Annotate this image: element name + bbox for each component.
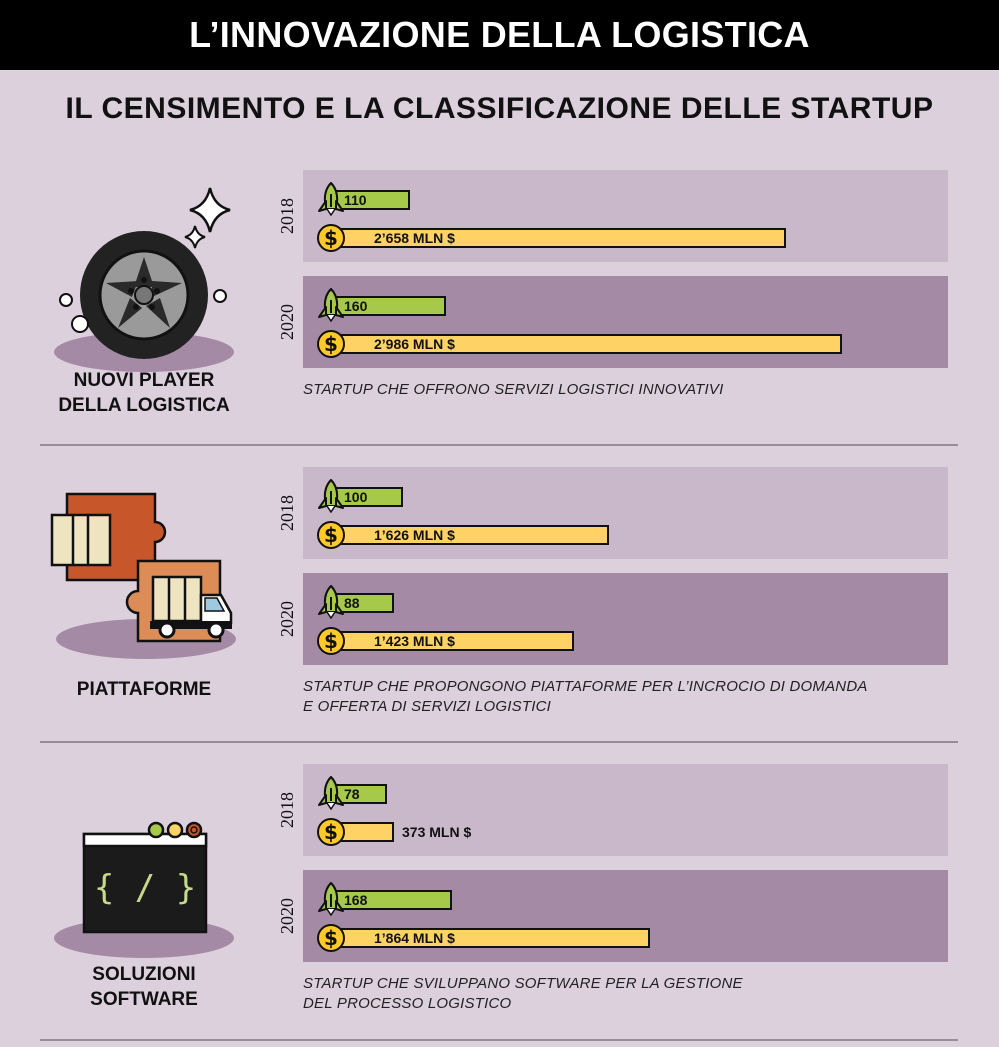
dollar-coin-icon: $ bbox=[316, 223, 346, 253]
description-line: STARTUP CHE PROPONGONO PIATTAFORME PER L… bbox=[303, 677, 868, 697]
funding-value-label: 1’423 MLN $ bbox=[374, 633, 455, 649]
category-section: NUOVI PLAYER DELLA LOGISTICA 2018 110 2’658… bbox=[0, 170, 999, 450]
year-label: 2020 bbox=[277, 297, 297, 347]
section-divider bbox=[40, 741, 958, 743]
svg-text:$: $ bbox=[324, 226, 338, 250]
section-divider bbox=[40, 1039, 958, 1041]
year-label: 2018 bbox=[277, 191, 297, 241]
rocket-icon bbox=[316, 585, 346, 619]
dollar-coin-icon: $ bbox=[316, 520, 346, 550]
category-description: STARTUP CHE PROPONGONO PIATTAFORME PER L… bbox=[303, 677, 868, 717]
svg-text:$: $ bbox=[324, 332, 338, 356]
description-line: DEL PROCESSO LOGISTICO bbox=[303, 994, 743, 1014]
chart-subtitle: IL CENSIMENTO E LA CLASSIFICAZIONE DELLE… bbox=[0, 92, 999, 126]
svg-text:$: $ bbox=[324, 523, 338, 547]
category-illustration bbox=[40, 477, 255, 677]
startups-value-label: 78 bbox=[344, 786, 360, 802]
puzzle-truck-icon bbox=[40, 477, 255, 677]
category-label-line: NUOVI PLAYER bbox=[44, 368, 244, 393]
year-panel-2018 bbox=[303, 170, 948, 262]
category-description: STARTUP CHE SVILUPPANO SOFTWARE PER LA G… bbox=[303, 974, 743, 1014]
funding-value-label: 2’658 MLN $ bbox=[374, 230, 455, 246]
year-label: 2020 bbox=[277, 891, 297, 941]
svg-text:$: $ bbox=[324, 629, 338, 653]
category-label-line: SOLUZIONI bbox=[44, 962, 244, 987]
year-panel-2018 bbox=[303, 764, 948, 856]
startups-bar: 160 bbox=[330, 296, 446, 316]
year-label: 2018 bbox=[277, 785, 297, 835]
category-label: NUOVI PLAYER DELLA LOGISTICA bbox=[44, 368, 244, 418]
category-description: STARTUP CHE OFFRONO SERVIZI LOGISTICI IN… bbox=[303, 380, 724, 400]
startups-bar: 168 bbox=[330, 890, 452, 910]
category-label-line: SOFTWARE bbox=[44, 987, 244, 1012]
startups-value-label: 160 bbox=[344, 298, 367, 314]
rocket-icon bbox=[316, 776, 346, 810]
svg-text:$: $ bbox=[324, 820, 338, 844]
funding-value-label: 373 MLN $ bbox=[402, 822, 471, 842]
section-divider bbox=[40, 444, 958, 446]
funding-bar: 1’626 MLN $ bbox=[330, 525, 609, 545]
category-illustration bbox=[40, 180, 255, 380]
category-section: PIATTAFORME 2018 100 1’626 MLN $ $ 2020 88 … bbox=[0, 467, 999, 747]
svg-text:$: $ bbox=[324, 926, 338, 950]
funding-bar: 2’986 MLN $ bbox=[330, 334, 842, 354]
category-label: PIATTAFORME bbox=[44, 677, 244, 702]
year-panel-2020 bbox=[303, 276, 948, 368]
rocket-icon bbox=[316, 182, 346, 216]
dollar-coin-icon: $ bbox=[316, 923, 346, 953]
year-panel-2020 bbox=[303, 573, 948, 665]
rocket-icon bbox=[316, 288, 346, 322]
category-illustration: { / } bbox=[40, 774, 255, 974]
tire-icon bbox=[40, 180, 255, 380]
svg-text:{ / }: { / } bbox=[94, 868, 196, 908]
page-title: L’INNOVAZIONE DELLA LOGISTICA bbox=[0, 0, 999, 70]
description-line: E OFFERTA DI SERVIZI LOGISTICI bbox=[303, 697, 868, 717]
category-label-line: DELLA LOGISTICA bbox=[44, 393, 244, 418]
rocket-icon bbox=[316, 479, 346, 513]
startups-value-label: 100 bbox=[344, 489, 367, 505]
funding-bar: 2’658 MLN $ bbox=[330, 228, 786, 248]
rocket-icon bbox=[316, 882, 346, 916]
year-panel-2018 bbox=[303, 467, 948, 559]
description-line: STARTUP CHE SVILUPPANO SOFTWARE PER LA G… bbox=[303, 974, 743, 994]
startups-value-label: 168 bbox=[344, 892, 367, 908]
dollar-coin-icon: $ bbox=[316, 626, 346, 656]
funding-bar: 1’864 MLN $ bbox=[330, 928, 650, 948]
year-label: 2018 bbox=[277, 488, 297, 538]
dollar-coin-icon: $ bbox=[316, 329, 346, 359]
funding-value-label: 1’864 MLN $ bbox=[374, 930, 455, 946]
category-label: SOLUZIONI SOFTWARE bbox=[44, 962, 244, 1012]
year-label: 2020 bbox=[277, 594, 297, 644]
description-line: STARTUP CHE OFFRONO SERVIZI LOGISTICI IN… bbox=[303, 380, 724, 400]
funding-value-label: 1’626 MLN $ bbox=[374, 527, 455, 543]
funding-bar: 1’423 MLN $ bbox=[330, 631, 574, 651]
category-label-line: PIATTAFORME bbox=[44, 677, 244, 702]
dollar-coin-icon: $ bbox=[316, 817, 346, 847]
startups-value-label: 110 bbox=[344, 192, 367, 208]
funding-value-label: 2’986 MLN $ bbox=[374, 336, 455, 352]
category-section: { / } SOLUZIONI SOFTWARE 2018 78 373 MLN $ … bbox=[0, 764, 999, 1044]
startups-value-label: 88 bbox=[344, 595, 360, 611]
code-window-icon: { / } bbox=[40, 774, 255, 974]
year-panel-2020 bbox=[303, 870, 948, 962]
